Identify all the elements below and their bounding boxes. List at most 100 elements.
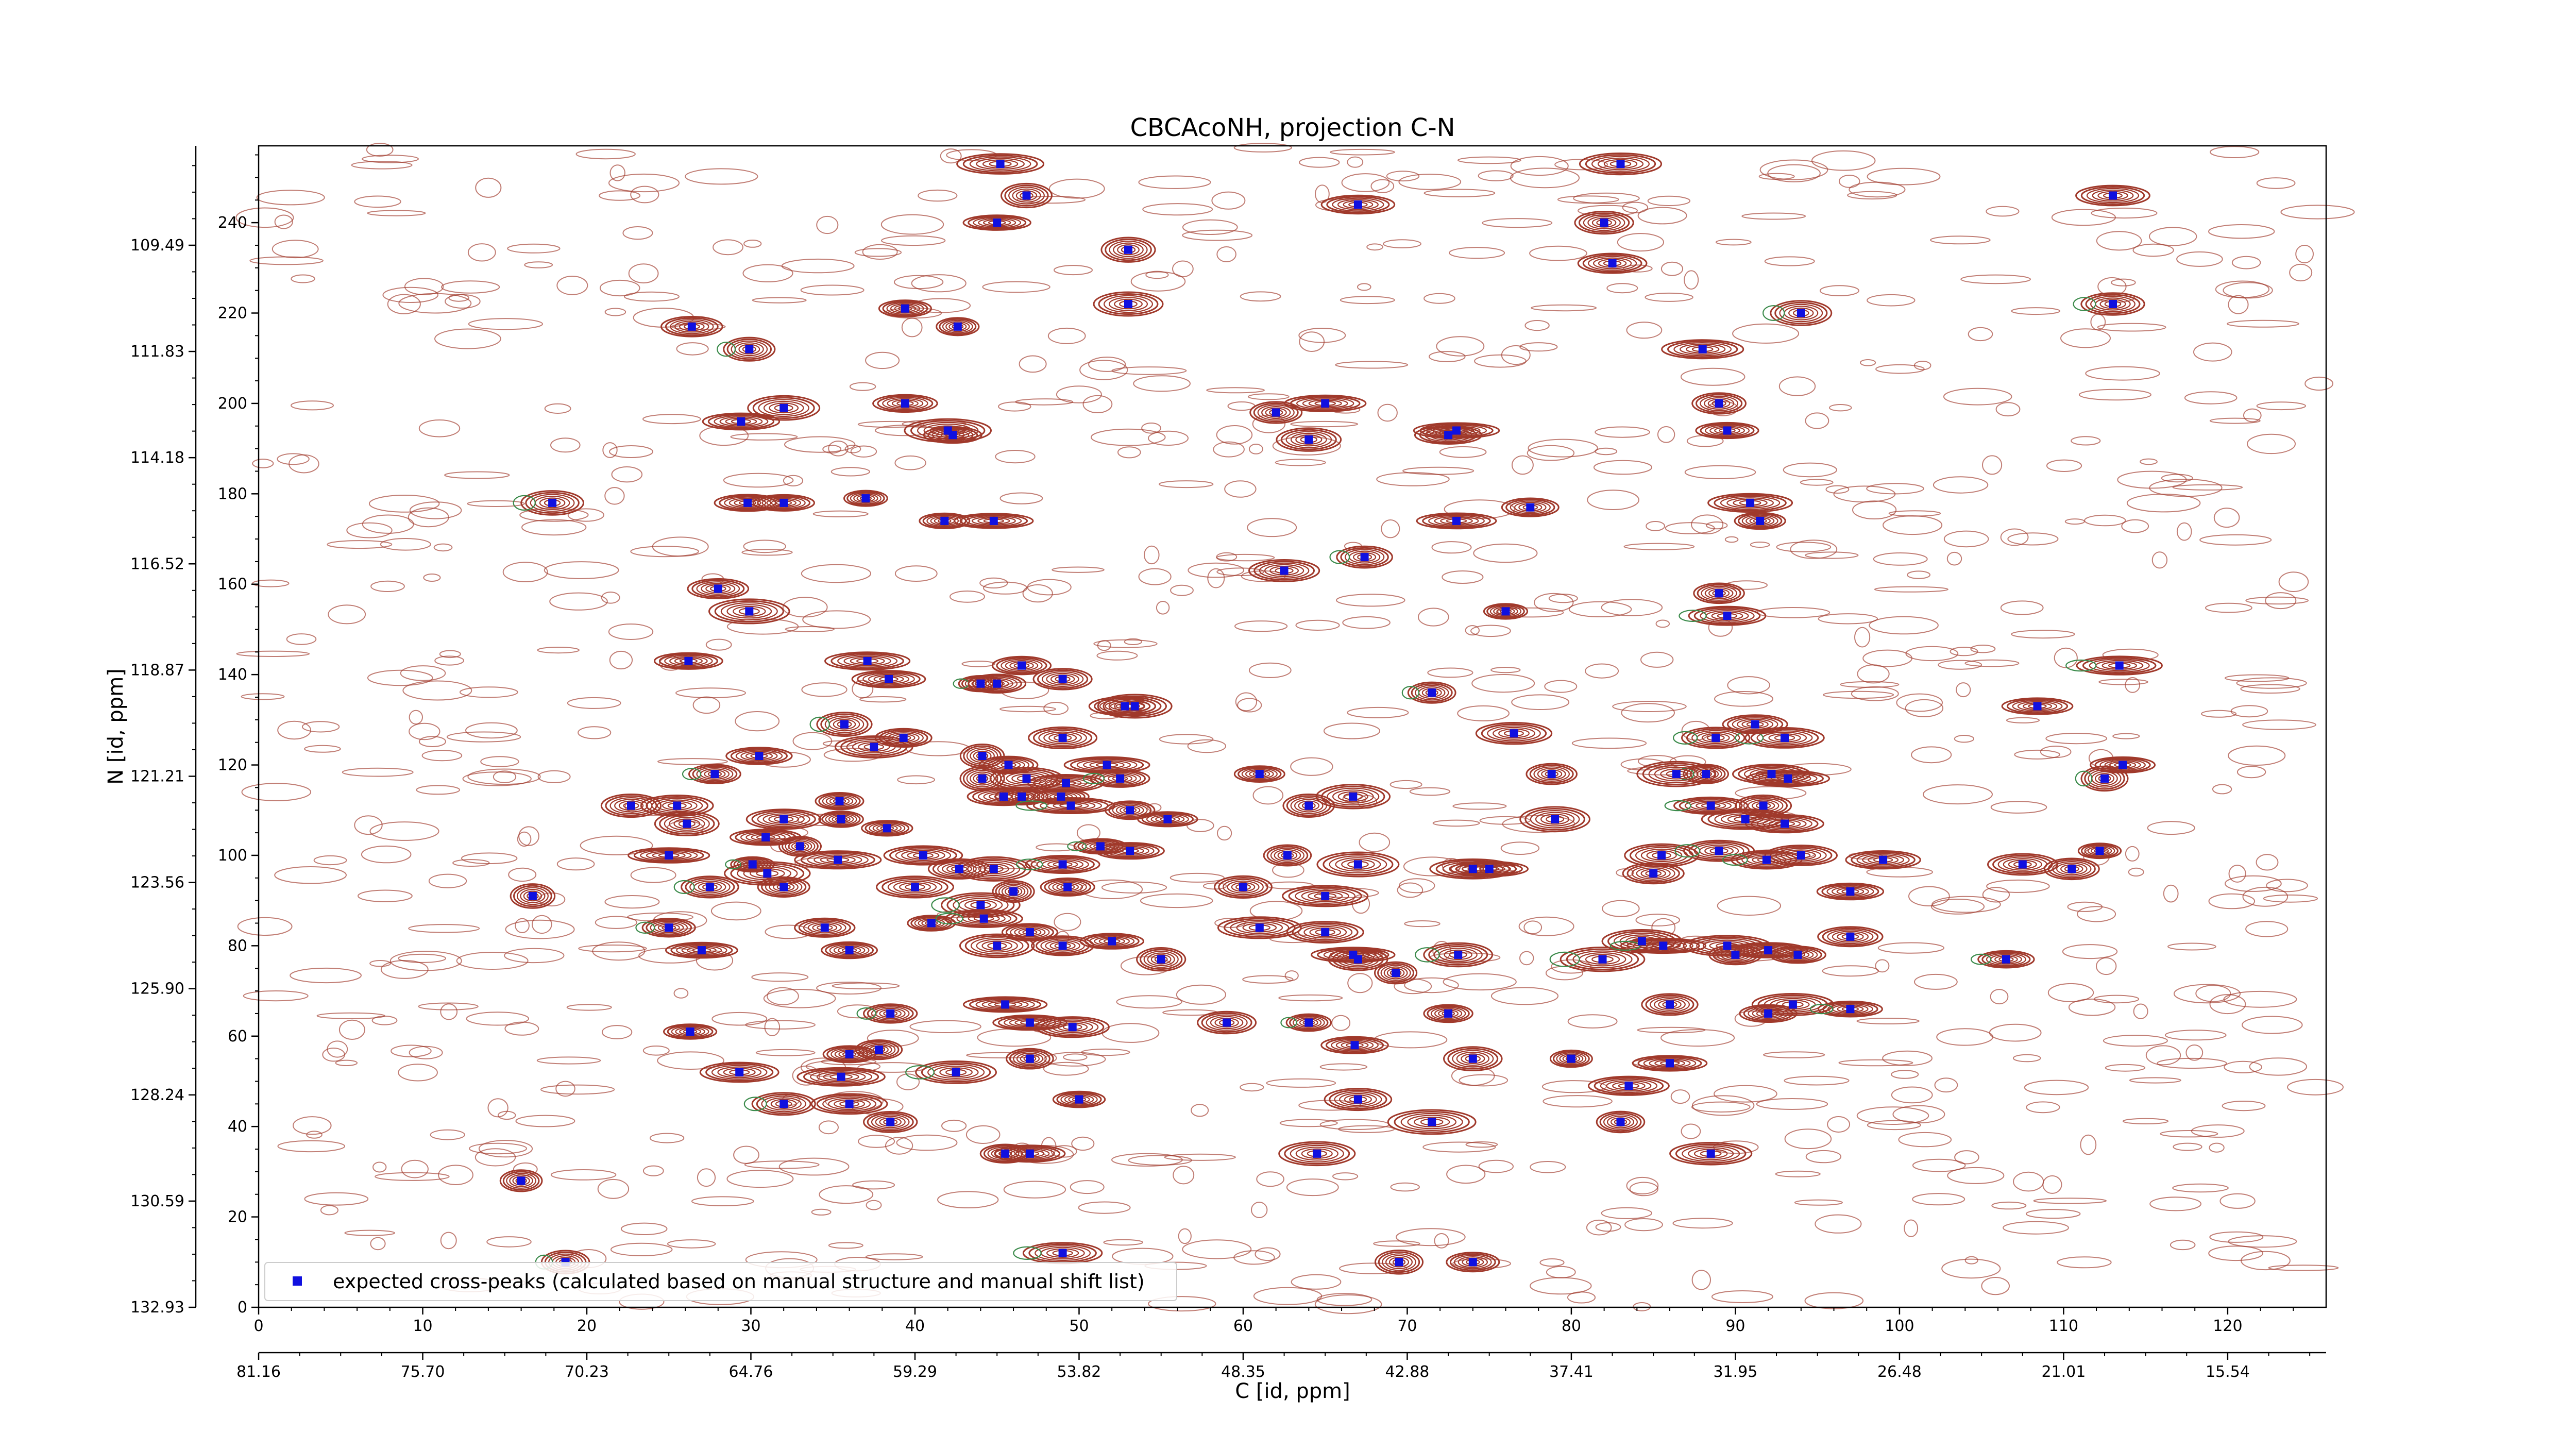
peak-contour: [1001, 659, 1043, 672]
peak-contour: [855, 1039, 903, 1060]
peak-contour: [1315, 784, 1391, 810]
peak-contour: [1079, 933, 1144, 950]
peak-contour: [1776, 999, 1810, 1009]
peak-contour: [1032, 668, 1093, 690]
noise-contour: [1088, 357, 1126, 372]
cross-peak-marker: [1598, 955, 1607, 964]
noise-contour: [389, 951, 462, 971]
noise-contour: [999, 705, 1056, 713]
peak-contour: [1645, 995, 1694, 1015]
noise-contour: [1681, 1123, 1701, 1139]
noise-contour: [1473, 543, 1538, 563]
noise-contour: [1767, 164, 1821, 182]
noise-contour: [1347, 706, 1409, 718]
noise-contour: [2025, 1209, 2081, 1219]
x-axis-title: C [id, ppm]: [1235, 1379, 1350, 1403]
noise-contour: [2172, 1183, 2229, 1193]
noise-contour: [518, 826, 539, 846]
noise-contour: [1319, 1063, 1368, 1071]
peak-contour: [866, 1043, 892, 1056]
cross-peak-marker: [517, 1176, 526, 1185]
noise-contour: [1444, 499, 1515, 519]
peak-contour: [1336, 951, 1379, 968]
negative-contour: [1609, 940, 1641, 951]
noise-contour: [1968, 327, 1993, 342]
peak-contour: [818, 811, 864, 828]
cross-peak-marker: [1321, 891, 1330, 900]
peak-contour: [1259, 562, 1310, 579]
noise-contour: [504, 948, 565, 964]
noise-contour: [1429, 351, 1466, 362]
peak-contour: [1296, 397, 1354, 410]
peak-contour: [939, 318, 977, 335]
noise-contour: [2209, 1231, 2264, 1243]
peak-contour: [1449, 1253, 1496, 1271]
noise-contour: [274, 866, 347, 884]
peak-contour: [1579, 153, 1663, 176]
peak-contour: [1223, 879, 1264, 896]
peak-contour: [983, 757, 1034, 773]
peak-contour: [1224, 918, 1296, 938]
peak-contour: [1745, 770, 1831, 787]
peak-contour: [499, 1169, 543, 1192]
noise-contour: [896, 1134, 958, 1151]
peak-contour: [1033, 728, 1093, 748]
noise-contour: [517, 831, 532, 847]
negative-contour: [2065, 659, 2097, 672]
peak-contour: [723, 336, 776, 362]
noise-contour: [1148, 430, 1189, 446]
peak-contour: [765, 879, 803, 895]
x-tick-label: 120: [2213, 1317, 2242, 1335]
noise-contour: [896, 1073, 920, 1090]
noise-contour: [609, 445, 653, 458]
noise-contour: [466, 1012, 529, 1026]
peak-contour: [1817, 926, 1884, 948]
cross-peak-marker: [1784, 774, 1792, 783]
peak-contour: [1005, 924, 1054, 940]
plot-area: [235, 143, 2355, 1315]
peak-contour: [1394, 1111, 1470, 1133]
noise-contour: [673, 988, 689, 999]
peak-contour: [871, 1114, 910, 1130]
noise-contour: [1043, 1062, 1089, 1076]
noise-contour: [465, 722, 518, 739]
noise-contour: [521, 519, 587, 536]
noise-contour: [1612, 701, 1687, 712]
peak-contour: [1388, 1257, 1410, 1268]
cross-peak-marker: [1781, 733, 1789, 742]
legend-label: expected cross-peaks (calculated based o…: [333, 1270, 1145, 1293]
peak-contour: [1654, 998, 1686, 1011]
negative-contour: [1679, 610, 1707, 622]
noise-contour: [1811, 150, 1876, 171]
peak-contour: [927, 427, 978, 443]
noise-contour: [1376, 472, 1450, 486]
noise-contour: [745, 1020, 816, 1030]
cross-peak-marker: [1711, 733, 1720, 742]
noise-contour: [1543, 1095, 1613, 1108]
noise-contour: [351, 161, 413, 170]
peak-contour: [1683, 764, 1730, 784]
peak-contour: [1743, 798, 1784, 814]
peak-contour: [689, 879, 731, 895]
noise-contour: [1856, 1106, 1929, 1125]
cross-peak-marker: [1698, 345, 1707, 353]
noise-contour: [1869, 616, 1939, 635]
noise-contour: [604, 487, 625, 505]
noise-contour: [2122, 1118, 2169, 1124]
peak-contour: [2076, 655, 2163, 676]
peak-contour: [1233, 765, 1285, 783]
negative-contour: [1415, 947, 1440, 963]
noise-contour: [366, 143, 394, 157]
peak-contour: [1530, 810, 1580, 829]
peak-contour: [1210, 1016, 1244, 1030]
noise-contour: [1750, 542, 1770, 548]
noise-contour: [2242, 719, 2316, 730]
peak-contour: [970, 937, 1024, 955]
cross-peak-marker: [1706, 1149, 1715, 1158]
cross-peak-marker: [1551, 815, 1560, 823]
noise-contour: [941, 1119, 967, 1132]
noise-contour: [537, 647, 580, 654]
noise-contour: [493, 770, 517, 783]
noise-contour: [475, 177, 502, 198]
peak-contour: [1461, 1053, 1485, 1064]
